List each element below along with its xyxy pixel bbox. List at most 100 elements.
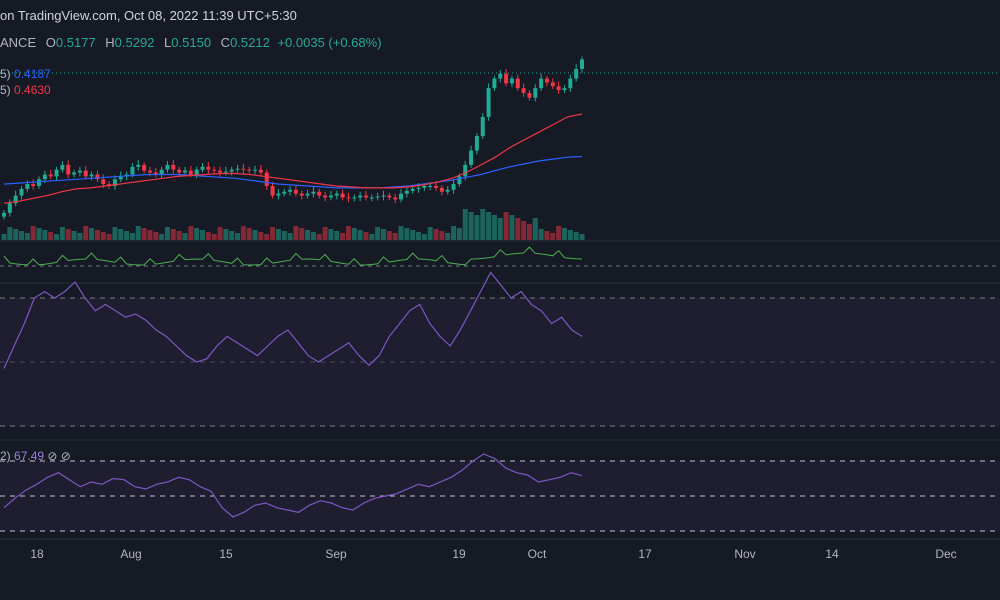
candle-body[interactable] (369, 197, 374, 199)
candle-body[interactable] (323, 195, 328, 198)
candle-body[interactable] (31, 184, 36, 186)
candle-body[interactable] (509, 78, 514, 84)
candle-body[interactable] (72, 172, 77, 175)
candle-body[interactable] (136, 164, 141, 167)
candle-body[interactable] (171, 164, 176, 170)
candle-body[interactable] (130, 166, 135, 175)
candle-body[interactable] (550, 82, 555, 87)
candle-body[interactable] (299, 193, 304, 196)
candle-body[interactable] (305, 193, 310, 196)
candle-body[interactable] (13, 195, 18, 204)
candle-body[interactable] (95, 174, 100, 180)
candle-body[interactable] (352, 197, 357, 199)
candle-body[interactable] (381, 195, 386, 197)
candle-body[interactable] (247, 169, 252, 171)
candle-body[interactable] (375, 196, 380, 198)
candle-body[interactable] (253, 169, 258, 171)
candle-body[interactable] (445, 189, 450, 192)
candle-body[interactable] (194, 169, 199, 175)
candle-body[interactable] (229, 169, 234, 172)
candle-body[interactable] (498, 73, 503, 79)
candle-body[interactable] (469, 150, 474, 165)
candle-body[interactable] (480, 116, 485, 137)
candle-body[interactable] (393, 197, 398, 200)
candle-body[interactable] (434, 185, 439, 188)
stoch-legend[interactable]: 2) 67.49 ⊘ ⊘ (0, 449, 71, 463)
candle-body[interactable] (451, 184, 456, 190)
candle-body[interactable] (2, 212, 6, 217)
candle-body[interactable] (358, 195, 363, 198)
candle-body[interactable] (276, 193, 281, 196)
candle-body[interactable] (19, 188, 24, 196)
candle-body[interactable] (7, 203, 12, 213)
candle-body[interactable] (212, 169, 217, 171)
candle-body[interactable] (474, 136, 479, 151)
candle-body[interactable] (159, 169, 164, 175)
candle-body[interactable] (182, 170, 187, 173)
ohlc-legend[interactable]: ANCE O0.5177 H0.5292 L0.5150 C0.5212 +0.… (0, 35, 382, 50)
candle-body[interactable] (118, 176, 123, 180)
candle-body[interactable] (422, 185, 427, 188)
candle-body[interactable] (235, 168, 240, 170)
candle-body[interactable] (42, 174, 47, 180)
candle-body[interactable] (399, 193, 404, 200)
candle-body[interactable] (258, 169, 263, 173)
candle-body[interactable] (580, 59, 584, 69)
candle-body[interactable] (515, 78, 520, 89)
candle-body[interactable] (293, 189, 298, 194)
candle-body[interactable] (288, 189, 293, 192)
candle-body[interactable] (539, 78, 544, 89)
candle-body[interactable] (101, 179, 106, 185)
ma-fast-legend[interactable]: 5) 0.4630 (0, 83, 51, 97)
candle-body[interactable] (270, 185, 275, 196)
candle-body[interactable] (521, 88, 526, 93)
candle-body[interactable] (54, 169, 59, 177)
candle-body[interactable] (218, 170, 223, 173)
candle-body[interactable] (311, 191, 316, 194)
candle-body[interactable] (416, 187, 421, 189)
candle-body[interactable] (346, 197, 351, 199)
eye-off-icon[interactable]: ⊘ (60, 449, 71, 463)
candle-body[interactable] (439, 187, 444, 192)
candle-body[interactable] (404, 190, 409, 194)
candle-body[interactable] (492, 78, 497, 89)
candle-body[interactable] (89, 174, 94, 177)
candle-body[interactable] (206, 166, 211, 170)
candle-body[interactable] (60, 164, 65, 170)
candle-body[interactable] (264, 172, 269, 186)
candle-body[interactable] (544, 78, 549, 83)
candle-body[interactable] (340, 193, 345, 198)
candle-body[interactable] (328, 195, 333, 198)
candle-body[interactable] (410, 188, 415, 191)
candle-body[interactable] (165, 164, 170, 170)
ma-slow-legend[interactable]: 5) 0.4187 (0, 67, 51, 81)
candle-body[interactable] (574, 68, 579, 79)
candle-body[interactable] (177, 169, 182, 173)
candle-body[interactable] (112, 179, 117, 186)
candle-body[interactable] (241, 168, 246, 170)
candle-body[interactable] (387, 195, 392, 198)
candle-body[interactable] (153, 172, 158, 175)
candle-body[interactable] (200, 166, 205, 170)
candle-body[interactable] (48, 174, 53, 177)
candle-body[interactable] (463, 164, 468, 177)
candle-body[interactable] (282, 191, 287, 194)
candle-body[interactable] (428, 185, 433, 187)
eye-off-icon[interactable]: ⊘ (47, 449, 58, 463)
candle-body[interactable] (142, 164, 147, 171)
candle-body[interactable] (486, 88, 491, 117)
candle-body[interactable] (527, 92, 532, 98)
candle-body[interactable] (83, 170, 88, 177)
candle-body[interactable] (188, 170, 193, 175)
candle-body[interactable] (317, 191, 322, 196)
candle-body[interactable] (457, 176, 462, 185)
candle-body[interactable] (568, 78, 573, 89)
candle-body[interactable] (562, 88, 567, 91)
candle-body[interactable] (363, 195, 368, 198)
candle-body[interactable] (147, 170, 152, 173)
candle-body[interactable] (37, 179, 42, 186)
candle-body[interactable] (77, 170, 82, 173)
candle-body[interactable] (533, 88, 538, 98)
candle-body[interactable] (556, 86, 561, 91)
